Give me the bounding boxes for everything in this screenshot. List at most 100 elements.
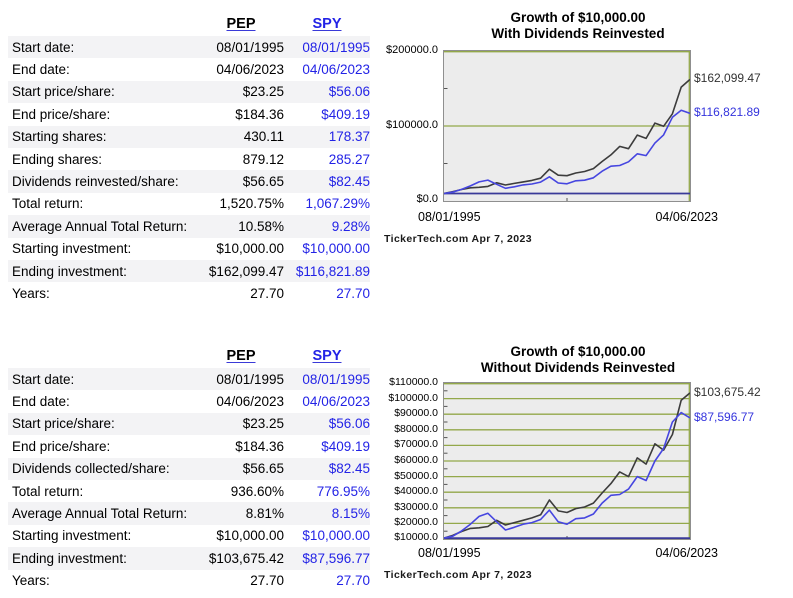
chart-title: Growth of $10,000.00: [510, 344, 646, 359]
table-row: Average Annual Total Return: 10.58% 9.28…: [8, 215, 370, 238]
pep-value: $56.65: [242, 461, 284, 477]
ticker-link-pep[interactable]: PEP: [226, 348, 256, 364]
attribution: TickerTech.com Apr 7, 2023: [384, 233, 532, 245]
ticker-link-spy[interactable]: SPY: [312, 348, 342, 364]
row-label: Average Annual Total Return:: [12, 506, 188, 522]
chart-subtitle: With Dividends Reinvested: [491, 26, 665, 41]
y-tick-label: $200000.0: [386, 44, 438, 56]
x-axis-end-label: 04/06/2023: [655, 210, 718, 224]
pep-value: $56.65: [242, 174, 284, 190]
pep-series-line: [444, 392, 690, 539]
spy-value: 285.27: [328, 151, 370, 167]
growth-chart-without-dividends: Growth of $10,000.00 Without Dividends R…: [378, 344, 790, 581]
spy-value: $82.45: [328, 461, 370, 477]
y-tick-label: $30000.0: [394, 500, 438, 513]
spy-value: 776.95%: [316, 483, 370, 499]
row-label: Ending investment:: [12, 550, 127, 566]
spy-value: 178.37: [328, 129, 370, 145]
table-row: Ending investment: $162,099.47 $116,821.…: [8, 259, 370, 283]
row-label: Start price/share:: [12, 416, 115, 432]
x-axis-end-label: 04/06/2023: [655, 546, 718, 560]
x-axis-labels: 08/01/1995 04/06/2023: [418, 210, 718, 224]
table-header-row: PEP SPY: [8, 344, 370, 368]
table-row: Start price/share: $23.25 $56.06: [8, 80, 370, 104]
table-row: End price/share: $184.36 $409.19: [8, 435, 370, 457]
chart-subtitle: Without Dividends Reinvested: [480, 360, 676, 375]
pep-value: $23.25: [242, 84, 284, 100]
chart-canvas: $110000.0 $100000.0 $90000.0 $80000.0 $70000…: [378, 376, 790, 544]
spy-value: 04/06/2023: [302, 62, 370, 78]
row-label: Years:: [12, 573, 50, 589]
pep-value: 27.70: [250, 573, 284, 589]
row-label: Starting shares:: [12, 129, 107, 145]
table-row: End date: 04/06/2023 04/06/2023: [8, 390, 370, 412]
y-tick-label: $50000.0: [394, 469, 438, 482]
table-row: Ending shares: 879.12 285.27: [8, 148, 370, 170]
chart-canvas: $200000.0 $100000.0 $0.0 $162,099.47 $116,8…: [378, 42, 790, 208]
spy-value: $87,596.77: [302, 550, 370, 566]
spy-end-value-label: $116,821.89: [694, 105, 760, 120]
pep-end-value-label: $162,099.47: [694, 71, 761, 86]
plot-area: [443, 50, 691, 202]
chart-title: Growth of $10,000.00: [510, 10, 646, 25]
pep-value: 04/06/2023: [216, 62, 284, 78]
row-label: End price/share:: [12, 106, 111, 122]
y-tick-label: $20000.0: [394, 516, 438, 529]
pep-value: 430.11: [243, 129, 284, 145]
chart-lines: [444, 383, 690, 539]
row-label: Ending investment:: [12, 263, 127, 279]
table-row: Average Annual Total Return: 8.81% 8.15%: [8, 502, 370, 525]
row-label: Total return:: [12, 196, 84, 212]
row-label: Average Annual Total Return:: [12, 218, 188, 234]
spy-value: 8.15%: [331, 506, 370, 522]
spy-series-line: [444, 109, 690, 195]
table-row: Years: 27.70 27.70: [8, 282, 370, 304]
y-tick-label: $100000.0: [386, 119, 438, 131]
spy-value: 08/01/1995: [302, 39, 370, 55]
y-tick-label: $70000.0: [394, 438, 438, 451]
pep-value: 8.81%: [245, 506, 284, 522]
spy-value: $10,000.00: [302, 528, 370, 544]
pep-value: $162,099.47: [208, 263, 284, 279]
row-label: Start date:: [12, 39, 75, 55]
table-row: Total return: 1,520.75% 1,067.29%: [8, 193, 370, 215]
table-row: Years: 27.70 27.70: [8, 570, 370, 592]
pep-value: $184.36: [235, 438, 284, 454]
row-label: End price/share:: [12, 438, 111, 454]
ticker-link-pep[interactable]: PEP: [226, 16, 256, 32]
table-row: Dividends collected/share: $56.65 $82.45: [8, 457, 370, 480]
row-label: Dividends collected/share:: [12, 461, 170, 477]
row-label: Dividends reinvested/share:: [12, 174, 179, 190]
table-row: Starting investment: $10,000.00 $10,000.…: [8, 525, 370, 547]
table-row: Start date: 08/01/1995 08/01/1995: [8, 36, 370, 59]
y-tick-label: $40000.0: [394, 485, 438, 498]
row-label: Start price/share:: [12, 84, 115, 100]
growth-chart-with-dividends: Growth of $10,000.00 With Dividends Rein…: [378, 10, 790, 245]
x-axis-start-label: 08/01/1995: [418, 210, 481, 224]
y-tick-label: $0.0: [416, 193, 438, 206]
attribution: TickerTech.com Apr 7, 2023: [384, 569, 532, 581]
table-row: Start price/share: $23.25 $56.06: [8, 412, 370, 436]
ticker-link-spy[interactable]: SPY: [312, 16, 342, 32]
pep-value: 08/01/1995: [216, 39, 284, 55]
pep-value: $103,675.42: [208, 550, 284, 566]
y-tick-label: $80000.0: [394, 422, 438, 435]
table-row: End price/share: $184.36 $409.19: [8, 103, 370, 125]
row-label: Starting investment:: [12, 241, 132, 257]
pep-value: $10,000.00: [216, 241, 284, 257]
spy-value: $409.19: [321, 438, 370, 454]
comparison-table-with-dividends: PEP SPY Start date: 08/01/1995 08/01/199…: [8, 12, 370, 305]
y-axis-labels: $200000.0 $100000.0 $0.0: [378, 42, 438, 208]
comparison-table-without-dividends: PEP SPY Start date: 08/01/1995 08/01/199…: [8, 344, 370, 592]
spy-value: $10,000.00: [302, 241, 370, 257]
spy-value: 27.70: [336, 573, 370, 589]
pep-value: 879.12: [242, 151, 284, 167]
spy-value: $56.06: [328, 84, 370, 100]
pep-value: 08/01/1995: [216, 371, 284, 387]
table-row: Total return: 936.60% 776.95%: [8, 480, 370, 502]
plot-area: [443, 382, 691, 540]
row-label: Total return:: [12, 483, 84, 499]
pep-series-line: [444, 78, 690, 195]
spy-value: 1,067.29%: [305, 196, 370, 212]
pep-value: $23.25: [242, 416, 284, 432]
